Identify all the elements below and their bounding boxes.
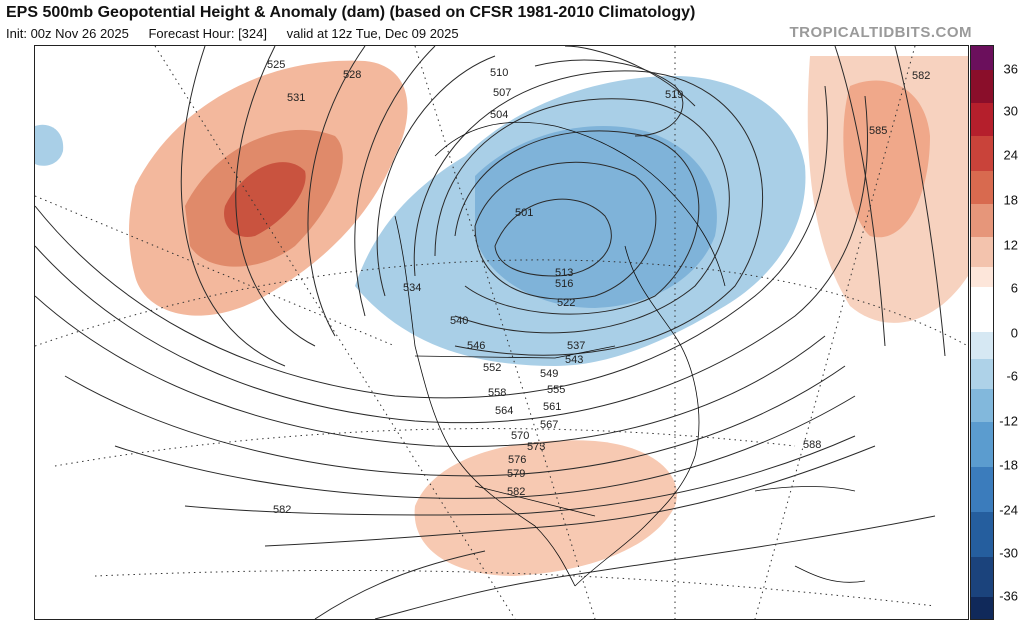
colorbar-swatch <box>971 70 993 103</box>
contour-label-510: 510 <box>490 67 508 79</box>
contour-label-540: 540 <box>450 315 468 327</box>
forecast-hour: Forecast Hour: [324] <box>148 26 267 41</box>
contour-label-519: 519 <box>665 89 683 101</box>
colorbar-swatch <box>971 557 993 597</box>
chart-title: EPS 500mb Geopotential Height & Anomaly … <box>6 4 696 21</box>
colorbar-tick: 0 <box>1010 325 1018 341</box>
lat-lon-grid <box>35 46 968 619</box>
contour-label-564: 564 <box>495 405 513 417</box>
colorbar-swatch <box>971 136 993 171</box>
colorbar <box>970 45 994 620</box>
contour-label-534: 534 <box>403 282 421 294</box>
init-time: Init: 00z Nov 26 2025 <box>6 26 129 41</box>
colorbar-swatch <box>971 171 993 204</box>
colorbar-tick: -18 <box>999 457 1018 473</box>
contour-label-558: 558 <box>488 387 506 399</box>
mexico-positive-anomaly <box>414 440 677 576</box>
colorbar-tick: -36 <box>999 588 1018 604</box>
pacific-core-anomaly <box>224 162 306 237</box>
contour-label-546: 546 <box>467 340 485 352</box>
colorbar-tick: 18 <box>1003 192 1018 208</box>
contour-label-537: 537 <box>567 340 585 352</box>
contour-label-567: 567 <box>540 419 558 431</box>
contour-label-555: 555 <box>547 384 565 396</box>
anomaly-shading <box>35 56 968 576</box>
contour-label-504: 504 <box>490 109 508 121</box>
contour-labels: 501 504 507 510 513 516 519 522 525 528 … <box>267 59 930 516</box>
colorbar-labels: 36 30 24 18 12 6 0 -6 -12 -18 -24 -30 -3… <box>994 45 1024 618</box>
contour-label-582-atlantic: 582 <box>912 70 930 82</box>
contour-label-516: 516 <box>555 278 573 290</box>
colorbar-swatch <box>971 237 993 267</box>
contour-label-573: 573 <box>527 441 545 453</box>
colorbar-tick: -24 <box>999 502 1018 518</box>
colorbar-swatch <box>971 103 993 136</box>
colorbar-swatch <box>971 389 993 422</box>
colorbar-swatch <box>971 422 993 467</box>
contour-label-531: 531 <box>287 92 305 104</box>
colorbar-tick: 24 <box>1003 147 1018 163</box>
colorbar-swatch <box>971 204 993 237</box>
run-info: Init: 00z Nov 26 2025 Forecast Hour: [32… <box>6 26 475 41</box>
colorbar-swatch <box>971 597 993 619</box>
colorbar-tick: -12 <box>999 413 1018 429</box>
contour-label-588: 588 <box>803 439 821 451</box>
height-contours <box>35 46 946 619</box>
contour-label-552: 552 <box>483 362 501 374</box>
contour-label-576: 576 <box>508 454 526 466</box>
contour-label-570: 570 <box>511 430 529 442</box>
colorbar-tick: -30 <box>999 545 1018 561</box>
contour-label-543: 543 <box>565 354 583 366</box>
site-watermark: TROPICALTIDBITS.COM <box>789 24 972 41</box>
map-canvas: 501 504 507 510 513 516 519 522 525 528 … <box>35 46 968 619</box>
forecast-map: 501 504 507 510 513 516 519 522 525 528 … <box>34 45 969 620</box>
contour-label-582-mexico: 582 <box>507 486 525 498</box>
valid-time: valid at 12z Tue, Dec 09 2025 <box>286 26 459 41</box>
contour-label-528: 528 <box>343 69 361 81</box>
contour-label-582-pacific: 582 <box>273 504 291 516</box>
contour-label-513: 513 <box>555 267 573 279</box>
colorbar-swatch <box>971 359 993 389</box>
colorbar-swatch <box>971 332 993 359</box>
colorbar-tick: -6 <box>1006 368 1018 384</box>
coastlines <box>394 121 866 587</box>
canada-strong-anomaly <box>475 126 717 308</box>
contour-label-579: 579 <box>507 468 525 480</box>
contour-label-585: 585 <box>869 125 887 137</box>
colorbar-swatch <box>971 467 993 512</box>
contour-label-561: 561 <box>543 401 561 413</box>
contour-label-501: 501 <box>515 207 533 219</box>
colorbar-swatch <box>971 267 993 287</box>
atlantic-stronger-anomaly <box>843 80 930 238</box>
contour-label-525: 525 <box>267 59 285 71</box>
contour-label-549: 549 <box>540 368 558 380</box>
colorbar-tick: 12 <box>1003 237 1018 253</box>
contour-label-507: 507 <box>493 87 511 99</box>
colorbar-tick: 6 <box>1010 280 1018 296</box>
colorbar-swatch <box>971 512 993 557</box>
colorbar-swatch <box>971 46 993 70</box>
colorbar-tick: 30 <box>1003 103 1018 119</box>
colorbar-swatch <box>971 287 993 332</box>
pacific-small-negative <box>35 124 64 166</box>
colorbar-tick: 36 <box>1003 61 1018 77</box>
contour-label-522: 522 <box>557 297 575 309</box>
